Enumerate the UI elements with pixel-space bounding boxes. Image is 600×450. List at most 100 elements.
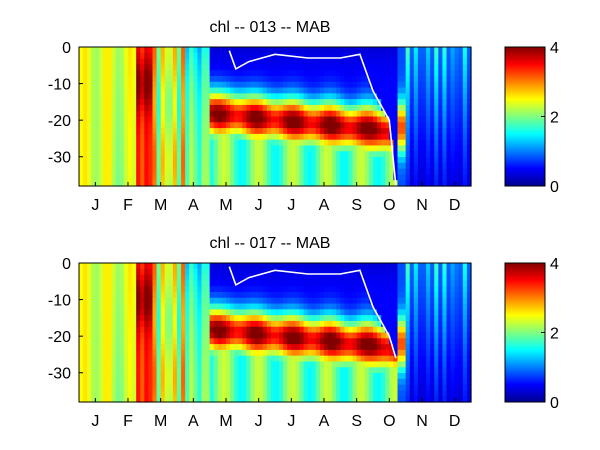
heatmap-cell bbox=[328, 116, 333, 123]
heatmap-cell bbox=[160, 367, 166, 374]
heatmap-cell bbox=[315, 326, 321, 334]
heatmap-cell bbox=[352, 157, 358, 164]
heatmap-cell bbox=[413, 87, 419, 94]
heatmap-cell bbox=[303, 326, 309, 334]
heatmap-cell bbox=[234, 128, 239, 135]
heatmap-cell bbox=[356, 87, 362, 94]
heatmap-cell bbox=[438, 104, 444, 112]
heatmap-cell bbox=[213, 99, 219, 106]
heatmap-cell bbox=[119, 384, 125, 392]
heatmap-cell bbox=[401, 81, 407, 89]
heatmap-cell bbox=[254, 263, 260, 270]
heatmap-cell bbox=[311, 151, 317, 158]
heatmap-cell bbox=[209, 396, 215, 403]
heatmap-cell bbox=[181, 309, 186, 316]
heatmap-cell bbox=[442, 122, 448, 129]
heatmap-cell bbox=[254, 297, 260, 305]
heatmap-cell bbox=[352, 263, 358, 270]
heatmap-cell bbox=[217, 396, 223, 403]
heatmap-cell bbox=[83, 64, 88, 71]
heatmap-cell bbox=[413, 81, 419, 89]
heatmap-cell bbox=[405, 47, 411, 54]
heatmap-cell bbox=[185, 151, 190, 158]
heatmap-cell bbox=[95, 70, 101, 77]
heatmap-cell bbox=[209, 122, 215, 129]
heatmap-cell bbox=[181, 268, 186, 276]
heatmap-cell bbox=[450, 87, 456, 94]
heatmap-cell bbox=[401, 75, 407, 83]
heatmap-cell bbox=[144, 344, 150, 351]
heatmap-cell bbox=[368, 75, 374, 83]
heatmap-cell bbox=[258, 81, 264, 89]
heatmap-cell bbox=[458, 52, 464, 60]
heatmap-cell bbox=[79, 104, 84, 112]
heatmap-cell bbox=[352, 145, 358, 152]
heatmap-cell bbox=[160, 174, 166, 181]
heatmap-cell bbox=[144, 274, 150, 281]
heatmap-cell bbox=[279, 81, 284, 89]
heatmap-cell bbox=[393, 326, 399, 334]
heatmap-cell bbox=[344, 286, 350, 293]
heatmap-cell bbox=[201, 139, 207, 147]
heatmap-cell bbox=[168, 145, 174, 152]
heatmap-cell bbox=[160, 263, 166, 270]
heatmap-cell bbox=[258, 361, 264, 368]
heatmap-cell bbox=[279, 128, 284, 135]
heatmap-cell bbox=[185, 320, 190, 328]
heatmap-cell bbox=[413, 128, 419, 135]
heatmap-cell bbox=[377, 93, 382, 100]
heatmap-cell bbox=[295, 47, 301, 54]
heatmap-cell bbox=[136, 344, 141, 351]
heatmap-cell bbox=[238, 361, 243, 368]
heatmap-cell bbox=[95, 286, 101, 293]
heatmap-cell bbox=[311, 373, 317, 380]
heatmap-cell bbox=[422, 133, 427, 141]
heatmap-cell bbox=[299, 99, 305, 106]
heatmap-cell bbox=[373, 87, 378, 94]
heatmap-cell bbox=[283, 81, 288, 89]
heatmap-cell bbox=[307, 180, 313, 187]
heatmap-cell bbox=[234, 274, 239, 281]
heatmap-cell bbox=[385, 297, 390, 305]
heatmap-cell bbox=[381, 390, 386, 397]
heatmap-cell bbox=[164, 268, 170, 276]
heatmap-cell bbox=[136, 263, 141, 270]
heatmap-cell bbox=[177, 99, 182, 106]
heatmap-cell bbox=[209, 378, 215, 386]
heatmap-cell bbox=[254, 128, 260, 135]
heatmap-cell bbox=[246, 157, 252, 164]
heatmap-cell bbox=[352, 326, 358, 334]
heatmap-cell bbox=[324, 378, 329, 386]
heatmap-cell bbox=[283, 174, 288, 181]
heatmap-cell bbox=[91, 378, 96, 386]
heatmap-cell bbox=[177, 104, 182, 112]
heatmap-cell bbox=[275, 70, 280, 77]
heatmap-cell bbox=[99, 361, 105, 368]
heatmap-cell bbox=[132, 174, 137, 181]
heatmap-cell bbox=[303, 268, 309, 276]
x-tick-label: N bbox=[416, 413, 428, 430]
heatmap-cell bbox=[303, 309, 309, 316]
heatmap-cell bbox=[132, 349, 137, 357]
heatmap-cell bbox=[209, 344, 215, 351]
heatmap-cell bbox=[422, 263, 427, 270]
heatmap-cell bbox=[462, 268, 468, 276]
heatmap-cell bbox=[181, 367, 186, 374]
heatmap-cell bbox=[258, 151, 264, 158]
heatmap-cell bbox=[148, 174, 154, 181]
heatmap-cell bbox=[417, 81, 423, 89]
heatmap-cell bbox=[356, 180, 362, 187]
heatmap-cell bbox=[275, 145, 280, 152]
heatmap-cell bbox=[381, 303, 386, 310]
heatmap-cell bbox=[348, 291, 354, 299]
heatmap-cell bbox=[136, 274, 141, 281]
heatmap-cell bbox=[291, 47, 297, 54]
heatmap-cell bbox=[287, 87, 292, 94]
heatmap-cell bbox=[405, 151, 411, 158]
heatmap-cell bbox=[283, 110, 288, 118]
heatmap-cell bbox=[344, 373, 350, 380]
heatmap-cell bbox=[287, 286, 292, 293]
heatmap-cell bbox=[79, 162, 84, 170]
heatmap-cell bbox=[295, 286, 301, 293]
heatmap-cell bbox=[279, 70, 284, 77]
